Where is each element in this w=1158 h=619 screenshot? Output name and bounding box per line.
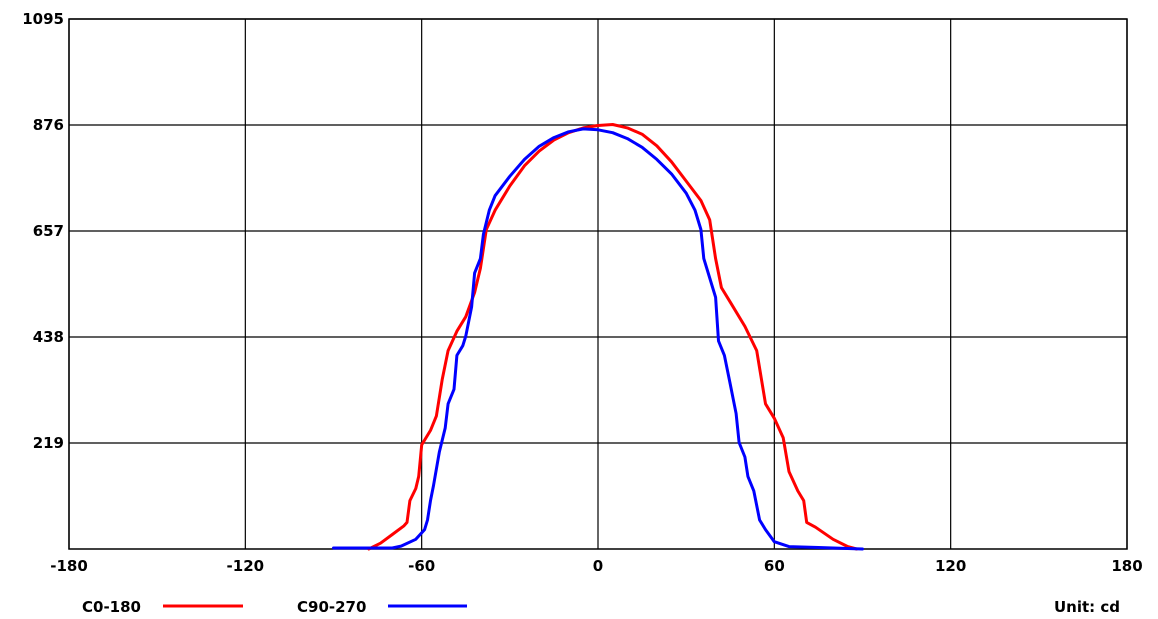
x-tick-label: 180 [1111, 557, 1142, 575]
chart-legend: C0-180 C90-270 [82, 598, 467, 616]
legend-label-c0-180: C0-180 [82, 598, 141, 616]
y-axis-tick-labels: 219 438 657 876 1095 [22, 10, 64, 452]
y-tick-label: 657 [33, 222, 64, 240]
x-axis-tick-labels: -180 -120 -60 0 60 120 180 [50, 557, 1142, 575]
x-tick-label: -180 [50, 557, 88, 575]
chart-grid [69, 19, 1127, 549]
y-tick-label: 438 [33, 328, 64, 346]
y-tick-label: 876 [33, 116, 64, 134]
y-tick-label: 1095 [22, 10, 64, 28]
unit-label: Unit: cd [1054, 598, 1120, 616]
x-tick-label: 60 [764, 557, 785, 575]
legend-label-c90-270: C90-270 [297, 598, 366, 616]
x-tick-label: 120 [935, 557, 966, 575]
x-tick-label: 0 [593, 557, 603, 575]
x-tick-label: -60 [408, 557, 435, 575]
x-tick-label: -120 [227, 557, 265, 575]
y-tick-label: 219 [33, 434, 64, 452]
